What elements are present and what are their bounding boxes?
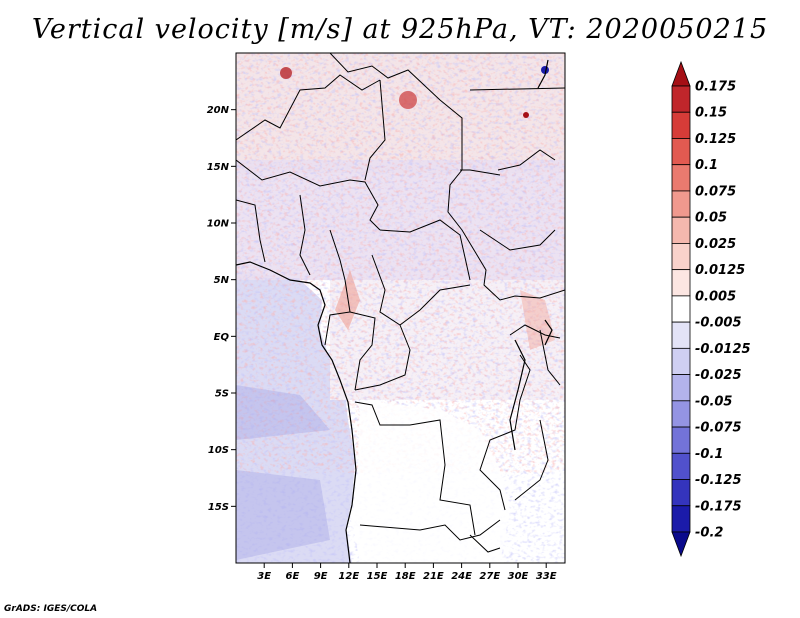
colorbar-label: -0.0125 xyxy=(695,342,751,357)
colorbar-swatch xyxy=(671,321,691,349)
colorbar-label: -0.1 xyxy=(695,447,723,462)
colorbar-swatch xyxy=(671,452,691,480)
colorbar-label: -0.005 xyxy=(695,316,742,331)
lat-tick-label: EQ xyxy=(214,332,230,343)
country-boundaries xyxy=(236,53,565,553)
colorbar-swatch xyxy=(671,138,691,166)
lat-tick-label: 10N xyxy=(207,219,230,230)
longitude-axis: 3E 6E 9E 12E 15E 18E 21E 24E 27E 30E 33E xyxy=(257,563,557,582)
lat-tick-label: 20N xyxy=(207,105,230,116)
colorbar-label: 0.1 xyxy=(695,158,718,173)
colorbar-top-arrow xyxy=(671,60,691,87)
lon-tick-label: 30E xyxy=(508,571,529,582)
colorbar-label: 0.05 xyxy=(695,211,727,226)
colorbar-label: 0.125 xyxy=(695,132,736,147)
colorbar-swatch xyxy=(671,269,691,297)
plot-frame xyxy=(235,52,566,564)
colorbar-bottom-arrow xyxy=(671,531,691,558)
colorbar: 0.175 0.15 0.125 0.1 0.075 0.05 0.025 0.0125 0.0… xyxy=(671,60,751,558)
lat-tick-label: 15N xyxy=(207,162,230,173)
colorbar-label: 0.075 xyxy=(695,184,736,199)
colorbar-label: -0.125 xyxy=(695,473,742,488)
lon-tick-label: 21E xyxy=(423,571,444,582)
lon-tick-label: 24E xyxy=(451,571,472,582)
lon-tick-label: 27E xyxy=(479,571,500,582)
colorbar-label: 0.15 xyxy=(695,106,727,121)
colorbar-swatch xyxy=(671,400,691,428)
colorbar-label: -0.075 xyxy=(695,421,742,436)
colorbar-label: -0.175 xyxy=(695,499,742,514)
colorbar-swatch xyxy=(671,426,691,454)
colorbar-label: -0.2 xyxy=(695,526,723,541)
colorbar-label: 0.0125 xyxy=(695,263,745,278)
colorbar-label: 0.025 xyxy=(695,237,736,252)
colorbar-label: -0.025 xyxy=(695,368,742,383)
latitude-axis: 20N 15N 10N 5N EQ 5S 10S 15S xyxy=(207,105,236,513)
colorbar-label: 0.175 xyxy=(695,80,736,95)
lon-tick-label: 9E xyxy=(314,571,328,582)
lon-tick-label: 18E xyxy=(395,571,416,582)
lon-tick-label: 15E xyxy=(367,571,388,582)
lon-tick-label: 3E xyxy=(257,571,271,582)
colorbar-swatch xyxy=(671,111,691,139)
coastline xyxy=(236,59,553,563)
lat-tick-label: 5N xyxy=(214,275,230,286)
colorbar-swatch xyxy=(671,505,691,533)
grads-credit: GrADS: IGES/COLA xyxy=(4,604,98,614)
lat-tick-label: 10S xyxy=(208,445,229,456)
colorbar-label: -0.05 xyxy=(695,394,732,409)
colorbar-swatch xyxy=(671,374,691,402)
colorbar-swatch xyxy=(671,85,691,113)
colorbar-swatch xyxy=(671,479,691,507)
colorbar-swatch xyxy=(671,243,691,271)
colorbar-swatch xyxy=(671,295,691,323)
lat-tick-label: 15S xyxy=(208,502,229,513)
colorbar-label: 0.005 xyxy=(695,289,736,304)
lon-tick-label: 6E xyxy=(286,571,300,582)
velocity-field xyxy=(236,53,565,563)
colorbar-swatch xyxy=(671,190,691,218)
lon-tick-label: 33E xyxy=(536,571,557,582)
colorbar-swatch xyxy=(671,216,691,244)
lat-tick-label: 5S xyxy=(215,389,229,400)
lon-tick-label: 12E xyxy=(338,571,359,582)
colorbar-swatch xyxy=(671,164,691,192)
plot-title: Vertical velocity [m/s] at 925hPa, VT: 2… xyxy=(31,14,769,45)
colorbar-swatch xyxy=(671,347,691,375)
